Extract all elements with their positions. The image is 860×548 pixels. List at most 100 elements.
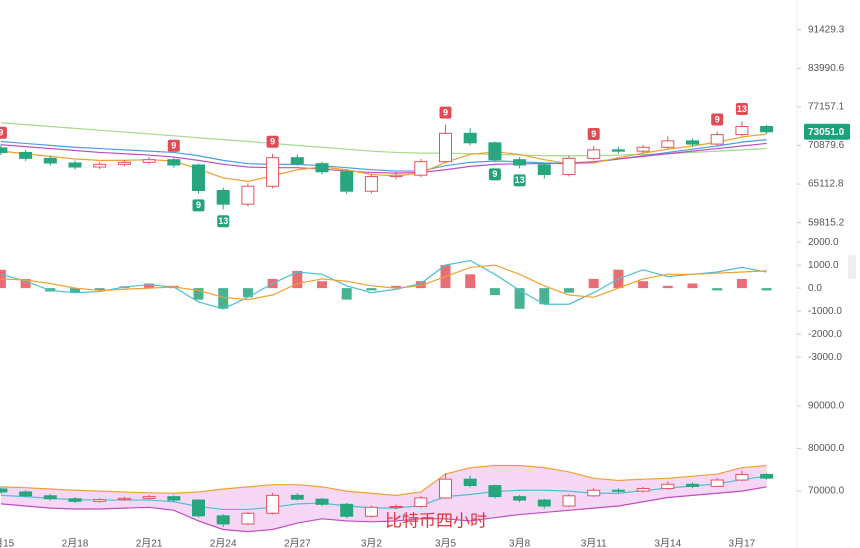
candle-body [0, 147, 8, 153]
x-tick-label: 3月14 [654, 538, 681, 548]
x-tick-label: 3月8 [509, 538, 531, 548]
candle-body [266, 157, 280, 187]
macd-bar [736, 278, 747, 289]
macd-bar [292, 270, 303, 289]
moving-average [0, 122, 767, 157]
candle-body [0, 488, 8, 493]
td-marker-label: 9 [591, 129, 596, 139]
candle-body [710, 479, 724, 487]
macd-bar [391, 285, 402, 289]
candle-body [364, 506, 378, 517]
last-price-tag [804, 123, 850, 140]
moving-average [0, 133, 767, 182]
candle-body [439, 132, 452, 163]
macd-bar [662, 285, 673, 289]
macd-bar [489, 288, 500, 296]
candle-body [513, 496, 527, 501]
candle-body [117, 161, 131, 165]
candle-body [463, 132, 477, 144]
td-marker-label: 13 [218, 216, 228, 226]
candle-body [389, 505, 403, 508]
candle-body [142, 496, 156, 499]
x-tick-label: 3月11 [581, 538, 607, 548]
candle-body [537, 499, 551, 507]
plot-area: 9 9 9 9 9 9 13 9 13 9 13 [0, 102, 774, 533]
candle-body [513, 159, 527, 166]
candle-body [735, 126, 749, 136]
candle-body [93, 499, 107, 502]
td-marker-label: 9 [715, 114, 720, 124]
y-tick-label: 91429.3 [808, 24, 845, 35]
td-marker-label: 9 [196, 200, 201, 210]
candle-body [216, 515, 230, 525]
y-tick-label: 70000.0 [808, 486, 845, 497]
candle-body [167, 496, 181, 501]
td-marker [513, 174, 526, 187]
panel-handle[interactable] [848, 255, 856, 279]
candle-body [340, 171, 354, 192]
candle-body [340, 503, 354, 517]
macd-bar [564, 288, 574, 293]
candle-body [241, 185, 255, 205]
candle-body [19, 491, 33, 497]
candle-body [439, 478, 452, 499]
macd-bar [341, 288, 352, 300]
macd-bar [588, 278, 599, 289]
candle-body [414, 161, 428, 176]
candle-body [290, 157, 304, 165]
td-marker-label: 9 [443, 108, 448, 118]
macd-bar [94, 288, 105, 291]
macd-bar [415, 281, 426, 289]
candle-body [216, 189, 230, 205]
candle-body [68, 498, 82, 502]
y-tick-label: 80000.0 [808, 443, 845, 454]
x-tick-label: 3月2 [361, 538, 383, 548]
td-marker-label: 9 [0, 128, 3, 138]
td-marker-label: 13 [515, 175, 525, 185]
candle-body [93, 163, 107, 168]
candle-body [661, 483, 675, 490]
candle-body [686, 483, 699, 487]
macd-bar [218, 288, 229, 309]
macd-bar [712, 288, 723, 291]
td-marker [711, 113, 724, 126]
candle-body [611, 489, 625, 492]
y-tick-label: 65112.8 [808, 179, 844, 190]
candle-body [192, 164, 205, 191]
macd-bar [638, 281, 649, 289]
candle-body [636, 146, 650, 152]
candle-body [537, 164, 551, 175]
candle-body [686, 140, 699, 145]
candle-body [562, 495, 576, 507]
moving-average [0, 142, 767, 174]
td-marker [735, 102, 748, 115]
candle-body [463, 478, 477, 487]
y-tick-label: 2000.0 [808, 237, 839, 248]
x-tick-label: 2月18 [62, 538, 89, 548]
candle-body [142, 159, 156, 163]
macd-bar [242, 288, 253, 298]
band-line [0, 464, 767, 496]
candle-body [266, 494, 280, 514]
td-marker [266, 135, 279, 148]
candle-body [19, 151, 33, 159]
candle-body [315, 163, 329, 173]
candle-body [636, 488, 650, 492]
macd-bar [687, 283, 698, 289]
candle-body [43, 157, 57, 164]
candle-body [661, 140, 675, 148]
candle-body [710, 134, 724, 145]
candle-body [43, 495, 57, 500]
y-tick-label: -2000.0 [808, 329, 842, 340]
candle-body [389, 174, 403, 178]
x-tick-label: 3月17 [729, 538, 756, 548]
candle-body [192, 499, 205, 517]
macd-bar [20, 278, 31, 289]
y-tick-label: 90000.0 [808, 400, 845, 411]
y-tick-label: 1000.0 [808, 260, 839, 271]
x-tick-label: 2月21 [136, 538, 163, 548]
y-tick-label: 59815.2 [808, 217, 845, 228]
watermark: 比特币四小时 [385, 511, 487, 530]
td-marker-label: 9 [270, 137, 275, 147]
